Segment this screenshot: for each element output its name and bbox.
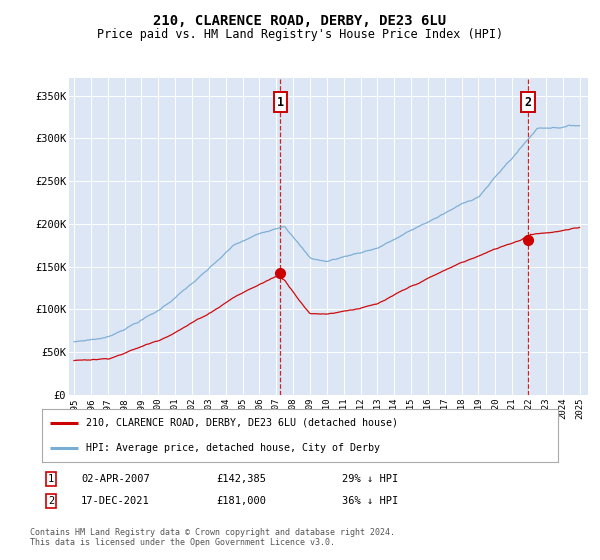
Text: Price paid vs. HM Land Registry's House Price Index (HPI): Price paid vs. HM Land Registry's House …	[97, 28, 503, 41]
Text: 17-DEC-2021: 17-DEC-2021	[81, 496, 150, 506]
Text: 02-APR-2007: 02-APR-2007	[81, 474, 150, 484]
Text: 1: 1	[277, 96, 284, 109]
Text: 1: 1	[48, 474, 54, 484]
Text: 210, CLARENCE ROAD, DERBY, DE23 6LU (detached house): 210, CLARENCE ROAD, DERBY, DE23 6LU (det…	[86, 418, 398, 428]
Text: 2: 2	[525, 96, 532, 109]
Text: £142,385: £142,385	[216, 474, 266, 484]
Text: 36% ↓ HPI: 36% ↓ HPI	[342, 496, 398, 506]
Text: Contains HM Land Registry data © Crown copyright and database right 2024.
This d: Contains HM Land Registry data © Crown c…	[30, 528, 395, 547]
Text: £181,000: £181,000	[216, 496, 266, 506]
Text: HPI: Average price, detached house, City of Derby: HPI: Average price, detached house, City…	[86, 443, 380, 453]
Text: 210, CLARENCE ROAD, DERBY, DE23 6LU: 210, CLARENCE ROAD, DERBY, DE23 6LU	[154, 14, 446, 28]
Text: 29% ↓ HPI: 29% ↓ HPI	[342, 474, 398, 484]
Text: 2: 2	[48, 496, 54, 506]
